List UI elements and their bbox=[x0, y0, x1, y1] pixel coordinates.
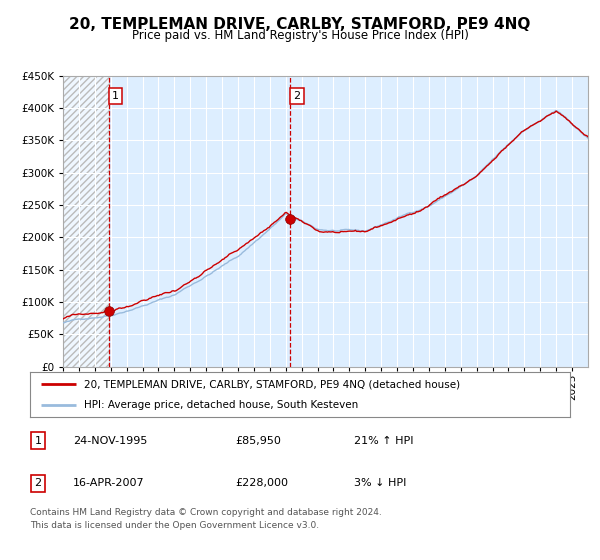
Text: £228,000: £228,000 bbox=[235, 478, 288, 488]
Text: HPI: Average price, detached house, South Kesteven: HPI: Average price, detached house, Sout… bbox=[84, 400, 358, 410]
Text: 1: 1 bbox=[35, 436, 41, 446]
Text: 2: 2 bbox=[293, 91, 301, 101]
Text: Price paid vs. HM Land Registry's House Price Index (HPI): Price paid vs. HM Land Registry's House … bbox=[131, 29, 469, 42]
Text: 20, TEMPLEMAN DRIVE, CARLBY, STAMFORD, PE9 4NQ: 20, TEMPLEMAN DRIVE, CARLBY, STAMFORD, P… bbox=[70, 17, 530, 32]
Text: 1: 1 bbox=[112, 91, 119, 101]
Text: £85,950: £85,950 bbox=[235, 436, 281, 446]
Text: 16-APR-2007: 16-APR-2007 bbox=[73, 478, 145, 488]
Text: 24-NOV-1995: 24-NOV-1995 bbox=[73, 436, 148, 446]
Text: 21% ↑ HPI: 21% ↑ HPI bbox=[354, 436, 413, 446]
Text: 20, TEMPLEMAN DRIVE, CARLBY, STAMFORD, PE9 4NQ (detached house): 20, TEMPLEMAN DRIVE, CARLBY, STAMFORD, P… bbox=[84, 380, 460, 390]
Bar bbox=[63, 76, 109, 367]
Bar bbox=[63, 76, 109, 367]
Text: This data is licensed under the Open Government Licence v3.0.: This data is licensed under the Open Gov… bbox=[30, 521, 319, 530]
Text: Contains HM Land Registry data © Crown copyright and database right 2024.: Contains HM Land Registry data © Crown c… bbox=[30, 508, 382, 517]
Text: 3% ↓ HPI: 3% ↓ HPI bbox=[354, 478, 406, 488]
Text: 2: 2 bbox=[35, 478, 41, 488]
